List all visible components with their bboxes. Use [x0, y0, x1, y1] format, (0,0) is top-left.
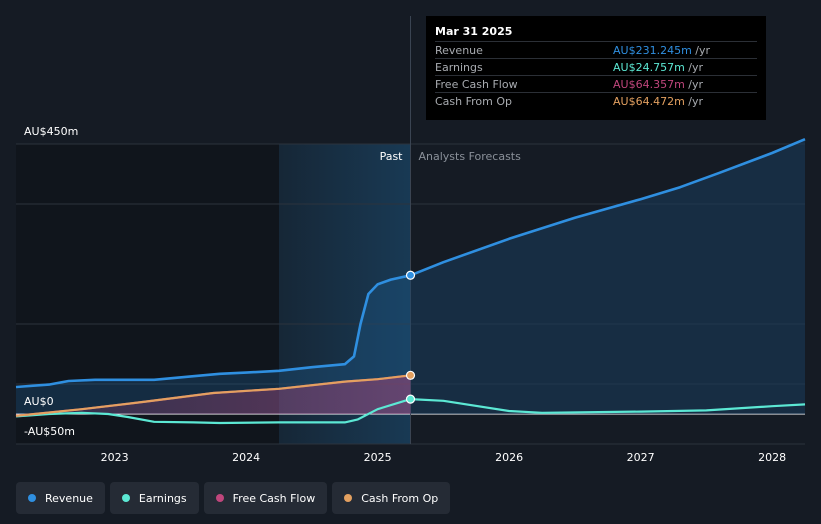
- tooltip-label: Earnings: [435, 61, 483, 74]
- revenue-marker: [405, 270, 416, 280]
- cash-from-op-marker: [405, 370, 416, 380]
- tooltip-value: AU$64.472m /yr: [613, 95, 704, 108]
- y-axis-label: AU$0: [24, 395, 54, 408]
- tooltip-value: AU$64.357m /yr: [613, 78, 704, 91]
- legend-item-earnings[interactable]: Earnings: [109, 482, 199, 514]
- y-axis-label: -AU$50m: [24, 425, 75, 438]
- revenue-forecast-area: [410, 139, 805, 414]
- x-axis-tick-label: 2024: [232, 451, 260, 464]
- legend-label: Revenue: [45, 491, 93, 505]
- tooltip-value: AU$231.245m /yr: [613, 44, 711, 57]
- x-axis-tick-label: 2025: [364, 451, 392, 464]
- forecast-label: Analysts Forecasts: [419, 150, 522, 163]
- legend-dot: [215, 494, 224, 502]
- legend-dot: [121, 494, 130, 502]
- cash-from-op-line: [15, 374, 411, 417]
- revenue-past-area: [16, 275, 411, 414]
- legend-item-free-cash-flow[interactable]: Free Cash Flow: [203, 482, 328, 514]
- legend-label: Cash From Op: [361, 491, 439, 505]
- tooltip-label: Free Cash Flow: [435, 78, 518, 91]
- tooltip-row-earnings: Earnings AU$24.757m /yr: [435, 58, 757, 76]
- tooltip-label: Cash From Op: [435, 95, 513, 108]
- x-axis-tick-label: 2028: [758, 451, 786, 464]
- x-axis-tick-label: 2023: [101, 451, 129, 464]
- tooltip-row-fcf: Free Cash Flow AU$64.357m /yr: [435, 75, 757, 93]
- y-axis-label: AU$450m: [24, 125, 78, 138]
- tooltip-row-cfo: Cash From Op AU$64.472m /yr: [435, 92, 757, 110]
- x-axis-tick-label: 2027: [627, 451, 655, 464]
- legend: Revenue Earnings Free Cash Flow Cash Fro…: [16, 482, 451, 514]
- tooltip-label: Revenue: [435, 44, 483, 57]
- legend-dot: [344, 494, 353, 502]
- earnings-marker: [405, 394, 416, 404]
- legend-dot: [28, 494, 36, 502]
- legend-item-cash-from-op[interactable]: Cash From Op: [332, 482, 451, 514]
- past-label: Past: [380, 150, 404, 163]
- tooltip: Mar 31 2025 Revenue AU$231.245m /yr Earn…: [426, 16, 766, 120]
- earnings-line: [15, 398, 806, 425]
- legend-label: Earnings: [138, 491, 187, 505]
- tooltip-row-revenue: Revenue AU$231.245m /yr: [435, 41, 757, 59]
- legend-label: Free Cash Flow: [232, 491, 316, 505]
- x-axis-tick-label: 2026: [495, 451, 523, 464]
- tooltip-value: AU$24.757m /yr: [613, 61, 704, 74]
- tooltip-date: Mar 31 2025: [435, 25, 513, 38]
- legend-item-revenue[interactable]: Revenue: [16, 482, 105, 514]
- revenue-line: [15, 138, 806, 389]
